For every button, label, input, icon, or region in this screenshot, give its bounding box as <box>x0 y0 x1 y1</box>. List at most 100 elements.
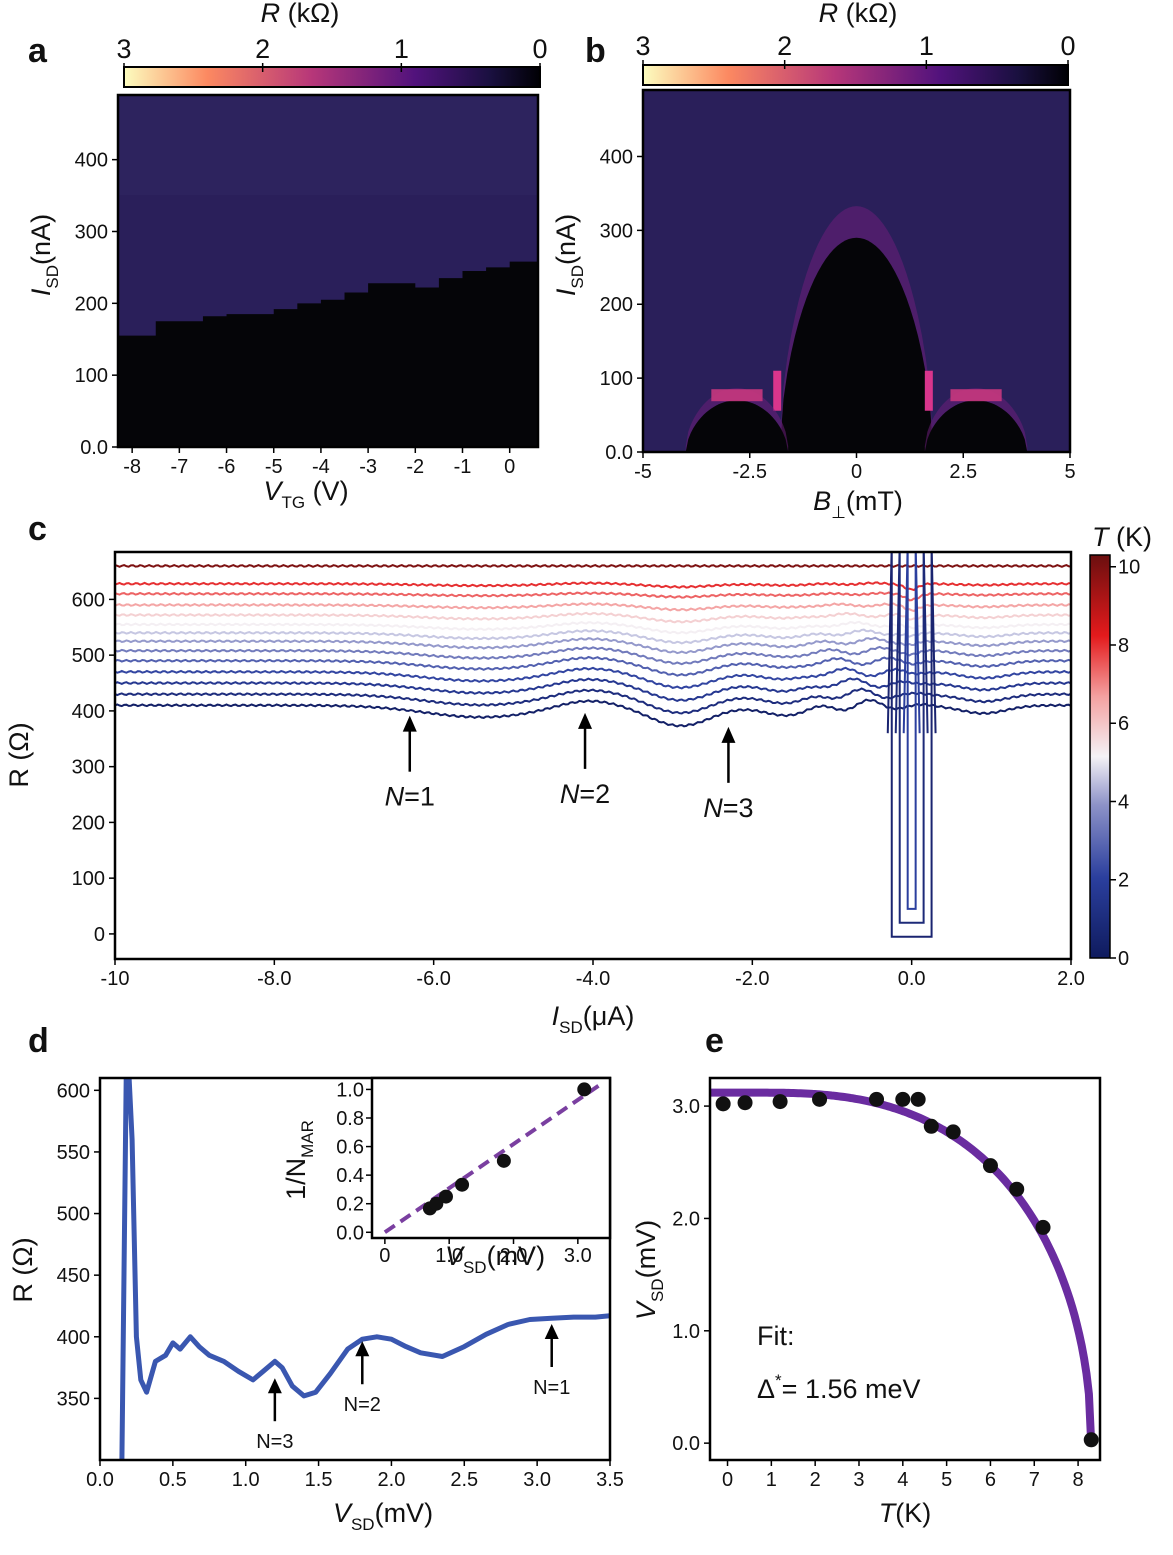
e-axes-xtick-label: 7 <box>1029 1469 1040 1491</box>
inset-data-point <box>577 1082 592 1097</box>
c-axes-xtick-label: -6.0 <box>416 968 450 990</box>
annotation-label: N=2 <box>344 1394 381 1416</box>
fit-label-line1: Fit: <box>757 1321 795 1351</box>
series-line <box>115 645 1071 666</box>
b-axes-xtick-label: 5 <box>1064 461 1075 483</box>
a-axes-xtick-label: -8 <box>123 456 141 478</box>
series-line <box>115 636 1071 655</box>
d-axes-xtick-label: 2.0 <box>378 1469 406 1491</box>
panel-label-d: d <box>28 1022 49 1060</box>
d-axes-xtick-label: 0.0 <box>86 1469 114 1491</box>
e-axes-xtick-label: 8 <box>1073 1469 1084 1491</box>
a-axes-ytick-label: 0.0 <box>80 437 108 459</box>
panel-label-c: c <box>28 510 47 548</box>
di-axes-xtick-label: 2.0 <box>500 1245 528 1267</box>
b-axes-ytick-label: 100 <box>600 368 633 390</box>
di-axes-ytick-label: 0.4 <box>336 1165 364 1187</box>
a-axes-xtick-label: -6 <box>218 456 236 478</box>
colorbar-c-tick-label: 8 <box>1118 635 1129 657</box>
data-point <box>715 1096 731 1112</box>
d-axes-xtick-label: 3.5 <box>596 1469 624 1491</box>
cb-b-ticks-label: 1 <box>919 31 934 61</box>
series-line <box>115 655 1071 677</box>
series-line <box>115 602 1071 613</box>
ylabel-a: ISD(nA) <box>26 214 62 296</box>
e-axes-xtick-label: 3 <box>853 1469 864 1491</box>
cb-b-ticks-label: 2 <box>777 31 792 61</box>
ylabel-b: ISD(nA) <box>551 214 587 296</box>
colorbar-c-tick-label: 6 <box>1118 713 1129 735</box>
plot-c-series <box>115 552 1071 938</box>
annotation-arrowhead <box>721 726 736 743</box>
xlabel-e: T(K) <box>879 1498 932 1528</box>
heatmap-b-hotspot <box>924 370 933 411</box>
c-axes-xtick-label: -2.0 <box>735 968 769 990</box>
data-point <box>1083 1432 1099 1448</box>
panel-d: d 0.0 0.5 1.0 1.5 2.0 2.5 3.0 3.5 350 400 450 500 55… <box>8 1022 624 1534</box>
series-line <box>115 677 1071 702</box>
ylabel-e: VSD(mV) <box>631 1220 667 1320</box>
panel-b: b R (kΩ) 3 2 1 0 -5 -2.5 0 2.5 5 0.0 100 200 300 400… <box>551 0 1076 522</box>
data-point <box>982 1158 998 1174</box>
cb-a-ticks-label: 0 <box>532 34 547 64</box>
e-axes-ytick-label: 0.0 <box>672 1433 700 1455</box>
c-axes-ytick-label: 300 <box>72 757 105 779</box>
annotation-label: N=3 <box>256 1431 293 1453</box>
inset-d-ylabel: 1/NMAR <box>281 1120 317 1200</box>
annotation-arrowhead <box>267 1378 282 1394</box>
inset-data-point <box>438 1189 453 1204</box>
a-axes-xtick-label: -1 <box>454 456 472 478</box>
e-axes-ytick-label: 3.0 <box>672 1096 700 1118</box>
e-axes-xtick-label: 0 <box>722 1469 733 1491</box>
series-line <box>115 687 1071 715</box>
series-line-low-temperature <box>894 552 929 924</box>
colorbar-c-label: T (K) <box>1092 522 1152 552</box>
a-axes-frame <box>116 93 540 449</box>
data-point <box>895 1091 911 1107</box>
series-line <box>115 628 1071 645</box>
axes-d: 0.0 0.5 1.0 1.5 2.0 2.5 3.0 3.5 350 400 450 500 550 6… <box>57 1076 624 1491</box>
inset-d-background <box>372 1078 610 1238</box>
panel-a: a R (kΩ) 3 2 1 0 -8 -7 -6 -5 -4 -3 -2 -1 0 0.0 100 200… <box>26 0 548 512</box>
data-point <box>772 1094 788 1110</box>
axes-e: 0 1 2 3 4 5 6 7 8 0.0 1.0 2.0 3.0 <box>672 1076 1102 1491</box>
series-line <box>115 591 1071 602</box>
xlabel-a: VTG (V) <box>263 476 348 512</box>
d-axes-ytick-label: 550 <box>57 1142 90 1164</box>
c-axes-xtick-label: -10 <box>101 968 130 990</box>
series-line-low-temperature <box>902 552 921 910</box>
di-axes-frame <box>370 1076 612 1240</box>
a-axes-xtick-label: -7 <box>170 456 188 478</box>
c-axes-ytick-label: 600 <box>72 589 105 611</box>
b-axes-xtick-label: 0 <box>851 461 862 483</box>
fit-label-line2: Δ*= 1.56 meV <box>757 1371 921 1404</box>
c-axes-xtick-label: -4.0 <box>576 968 610 990</box>
series-line-low-temperature <box>886 552 937 938</box>
c-axes-ytick-label: 400 <box>72 701 105 723</box>
c-axes-xtick-label: -8.0 <box>257 968 291 990</box>
c-axes-ytick-label: 500 <box>72 645 105 667</box>
colorbar-a: R (kΩ) 3 2 1 0 <box>116 0 548 88</box>
inset-d-xlabel: VSD(mV) <box>445 1241 545 1277</box>
colorbar-c-gradient <box>1089 554 1111 959</box>
annotation-arrowhead <box>544 1323 559 1339</box>
panel-label-e: e <box>705 1022 724 1060</box>
heatmap-b-hotspot <box>711 389 763 402</box>
inset-data-point <box>496 1153 511 1168</box>
c-axes-ytick-label: 200 <box>72 812 105 834</box>
fit-curve <box>710 1088 1096 1448</box>
xlabel-c: ISD(μA) <box>552 1001 635 1037</box>
inset-d-marks <box>383 1080 605 1234</box>
series-line <box>115 611 1071 624</box>
colorbar-c-tick-label: 10 <box>1118 557 1140 579</box>
a-axes-xtick-label: -5 <box>265 456 283 478</box>
heatmap-b-lobe <box>924 400 1028 452</box>
d-axes-ytick-label: 450 <box>57 1265 90 1287</box>
inset-data-point <box>429 1196 444 1211</box>
colorbar-c-tick-label: 2 <box>1118 870 1129 892</box>
d-axes-xtick-label: 1.5 <box>305 1469 333 1491</box>
series-line <box>119 1078 610 1460</box>
e-axes-xtick-label: 5 <box>941 1469 952 1491</box>
b-axes-xtick-label: 2.5 <box>949 461 977 483</box>
